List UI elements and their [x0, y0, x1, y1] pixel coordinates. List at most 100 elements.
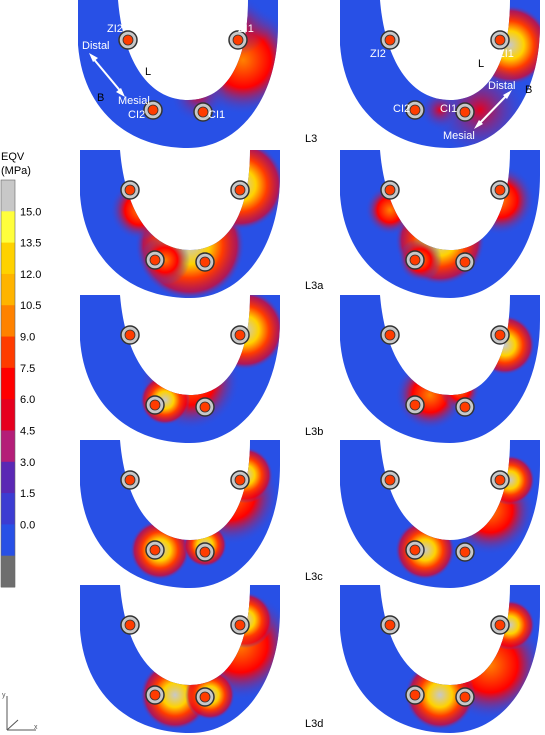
legend-tick-label: 6.0: [20, 394, 35, 406]
implant-core: [459, 106, 471, 118]
label-ci1-left: CI1: [208, 109, 225, 121]
stress-hotspot: [465, 165, 535, 235]
legend-frame: [0, 179, 16, 588]
legend-swatch: [1, 211, 15, 244]
direction-arrow-right: [477, 93, 509, 126]
implant-core: [494, 184, 506, 196]
coordinate-triad: y x: [2, 692, 38, 731]
implant-core: [234, 329, 246, 341]
label-ci2-left: CI2: [128, 109, 145, 121]
implant-core: [197, 106, 209, 118]
legend-swatch: [1, 367, 15, 400]
implant-core: [384, 474, 396, 486]
stress-hotspot: [110, 180, 170, 240]
panel-row3-left: [80, 295, 280, 443]
legend-tick-label: 1.5: [20, 488, 35, 500]
implant-core: [149, 399, 161, 411]
label-zi1-left: ZI1: [238, 23, 254, 35]
stress-hotspot: [395, 520, 455, 580]
implant-core: [409, 399, 421, 411]
implant-core: [199, 256, 211, 268]
label-zi1-right: ZI1: [498, 48, 514, 60]
implant-core: [384, 619, 396, 631]
implant-core: [232, 34, 244, 46]
implant-core: [384, 184, 396, 196]
implant-core: [459, 546, 471, 558]
label-distal-left: Distal: [82, 40, 110, 52]
implant-core: [409, 104, 421, 116]
implant-core: [199, 546, 211, 558]
implant-core: [494, 34, 506, 46]
row-label-l3c: L3c: [305, 571, 323, 583]
panel-row2-right: [340, 150, 540, 298]
implant-core: [234, 184, 246, 196]
panels: [78, 0, 540, 733]
legend-tick-label: 10.5: [20, 300, 41, 312]
legend-color-bar: [0, 179, 16, 588]
legend-tick-label: 4.5: [20, 425, 35, 437]
legend-tick-label: 9.0: [20, 332, 35, 344]
implant-core: [494, 329, 506, 341]
label-b-right: B: [525, 84, 532, 96]
row-label-l3: L3: [305, 133, 317, 145]
implant-core: [149, 544, 161, 556]
label-l-left: L: [145, 66, 151, 78]
stress-hotspot: [420, 90, 460, 130]
implant-core: [124, 184, 136, 196]
label-zi2-left: ZI2: [107, 23, 123, 35]
panel-row5-left: [80, 585, 280, 733]
arrowhead-mesial-right: [474, 120, 483, 129]
label-distal-right: Distal: [488, 80, 516, 92]
panel-row2-left: [80, 150, 280, 298]
legend-swatch: [1, 399, 15, 431]
triad-y-label: y: [2, 692, 6, 699]
implant-core: [199, 691, 211, 703]
implant-core: [494, 474, 506, 486]
implant-core: [384, 34, 396, 46]
implant-core: [124, 474, 136, 486]
jaw-shape: [80, 440, 280, 588]
row-label-l3b: L3b: [305, 426, 323, 438]
implant-core: [149, 689, 161, 701]
legend-tick-label: 12.0: [20, 269, 41, 281]
implant-core: [409, 544, 421, 556]
legend-swatch: [1, 242, 15, 275]
label-mesial-right: Mesial: [443, 130, 475, 142]
panel-row4-right: [340, 440, 540, 588]
legend-unit: (MPa): [1, 165, 31, 177]
legend-swatch: [1, 493, 15, 525]
label-ci1-right: CI1: [440, 103, 457, 115]
row-labels: L3 L3a L3b L3c L3d: [305, 133, 324, 730]
legend-tick-label: 13.5: [20, 238, 41, 250]
arrowhead-distal-right: [503, 90, 512, 99]
implant-core: [122, 34, 134, 46]
row-label-l3a: L3a: [305, 280, 324, 292]
legend-tick-label: 0.0: [20, 519, 35, 531]
triad-x-label: x: [34, 724, 38, 731]
legend-swatch: [1, 430, 15, 463]
triad-z-axis: [6, 719, 19, 731]
legend-swatch: [1, 555, 15, 588]
implant-core: [124, 329, 136, 341]
implant-core: [459, 256, 471, 268]
stress-hotspot: [475, 315, 535, 375]
jaw-shape: [340, 150, 540, 298]
legend-tick-label: 7.5: [20, 363, 35, 375]
implant-core: [199, 401, 211, 413]
legend-swatch: [1, 180, 15, 212]
stress-hotspot: [185, 590, 280, 700]
implant-core: [384, 329, 396, 341]
arrowhead-distal-left: [89, 53, 98, 62]
row-label-l3d: L3d: [305, 718, 323, 730]
implant-core: [459, 401, 471, 413]
label-mesial-left: Mesial: [118, 95, 150, 107]
implant-core: [409, 254, 421, 266]
panel-row5-right: [340, 585, 540, 733]
legend-swatch: [1, 273, 15, 306]
legend-swatch: [1, 461, 15, 494]
implant-core: [459, 691, 471, 703]
legend-tick-label: 3.0: [20, 457, 35, 469]
direction-arrow-left: [91, 56, 123, 94]
label-b-left: B: [97, 92, 104, 104]
label-l-right: L: [478, 58, 484, 70]
